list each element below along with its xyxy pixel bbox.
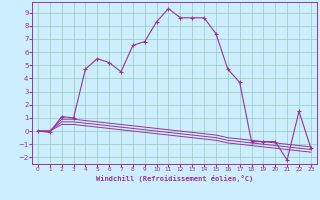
X-axis label: Windchill (Refroidissement éolien,°C): Windchill (Refroidissement éolien,°C) xyxy=(96,175,253,182)
